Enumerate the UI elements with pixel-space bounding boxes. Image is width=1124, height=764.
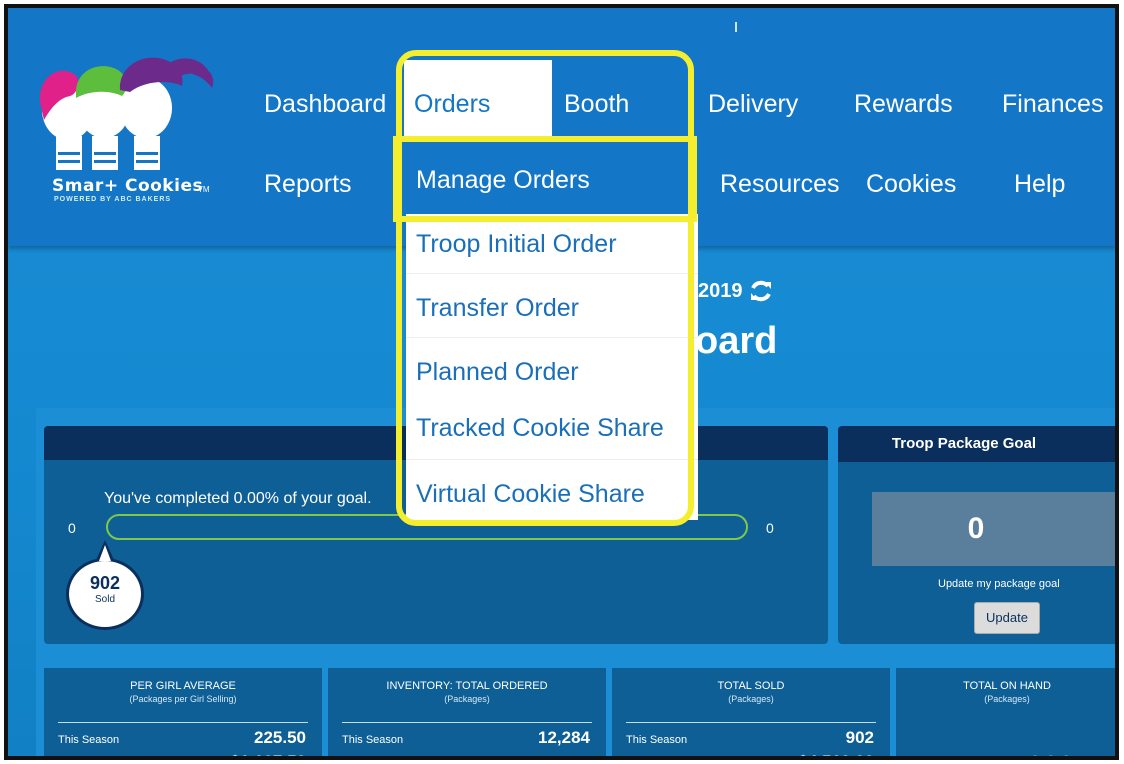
orders-dropdown-menu: Manage Orders Troop Initial Order Transf… (406, 138, 698, 520)
page-title: oard (695, 320, 778, 362)
stat-row-label: This Season (626, 734, 688, 746)
menu-item-planned-order[interactable]: Planned Order (406, 338, 698, 392)
stat-divider (58, 722, 308, 723)
stat-secondary-value: $4,510.00 (798, 752, 874, 756)
menu-item-label: Tracked Cookie Share (416, 414, 664, 442)
nav-finances[interactable]: Finances (1002, 90, 1104, 118)
menu-item-label: Transfer Order (416, 294, 580, 322)
app-frame: Smar+ Cookies TM POWERED BY ABC BAKERS D… (4, 4, 1119, 760)
nav-delivery[interactable]: Delivery (708, 90, 799, 118)
goal-progress-text: You've completed 0.00% of your goal. (104, 490, 372, 507)
nav-dashboard[interactable]: Dashboard (264, 90, 387, 118)
sold-value: 902 (89, 573, 121, 593)
stat-card-total-ordered: INVENTORY: TOTAL ORDERED (Packages) This… (328, 668, 606, 756)
stat-subtitle: (Packages) (984, 694, 1030, 704)
stat-divider (626, 722, 876, 723)
menu-item-label: Manage Orders (416, 166, 590, 194)
stat-card-total-sold: TOTAL SOLD (Packages) This Season 902 $4… (612, 668, 890, 756)
nav-orders-label: Orders (414, 90, 491, 118)
nav-booth-label: Booth (564, 90, 630, 118)
menu-item-troop-initial-order[interactable]: Troop Initial Order (406, 214, 698, 274)
stat-secondary-value: $1,127.50 (230, 752, 306, 756)
stat-row-label: This Season (342, 734, 404, 746)
divider-tick (735, 22, 737, 32)
nav-orders-tab[interactable]: Orders (404, 60, 552, 136)
menu-item-manage-orders[interactable]: Manage Orders (406, 138, 698, 214)
sold-pointer-inner (99, 545, 111, 561)
menu-item-tracked-cookie-share[interactable]: Tracked Cookie Share (406, 392, 698, 460)
nav-cookies[interactable]: Cookies (866, 170, 957, 198)
nav-resources[interactable]: Resources (720, 170, 840, 198)
season-date: 2019 (698, 280, 743, 302)
nav-reports[interactable]: Reports (264, 170, 352, 198)
stat-title: TOTAL ON HAND (963, 680, 1051, 692)
nav-help[interactable]: Help (1014, 170, 1066, 198)
refresh-icon[interactable] (748, 278, 774, 304)
goal-min-value: 0 (68, 520, 76, 536)
stat-card-per-girl: PER GIRL AVERAGE (Packages per Girl Sell… (44, 668, 322, 756)
stat-subtitle: (Packages per Girl Selling) (129, 694, 237, 704)
menu-item-label: Troop Initial Order (416, 230, 617, 258)
stat-row-value: 902 (845, 728, 874, 747)
goal-max-value: 0 (766, 520, 774, 536)
stat-big-value: 11,382 (990, 750, 1074, 756)
menu-item-label: Virtual Cookie Share (416, 480, 645, 508)
logo-wordmark: Smar+ Cookies (52, 176, 204, 196)
menu-item-virtual-cookie-share[interactable]: Virtual Cookie Share (406, 460, 698, 520)
stat-card-on-hand: TOTAL ON HAND (Packages) 11,382 (896, 668, 1115, 756)
stat-title: PER GIRL AVERAGE (130, 680, 236, 692)
sold-label: Sold (94, 594, 115, 605)
package-goal-card: Troop Package Goal 0 Update my package g… (838, 426, 1115, 644)
stat-title: TOTAL SOLD (717, 680, 785, 692)
stat-subtitle: (Packages) (444, 694, 490, 704)
menu-item-transfer-order[interactable]: Transfer Order (406, 274, 698, 338)
nav-booth-tab[interactable]: Booth (552, 60, 698, 136)
stat-subtitle: (Packages) (728, 694, 774, 704)
update-goal-button[interactable]: Update (974, 602, 1040, 634)
menu-item-label: Planned Order (416, 358, 579, 386)
stat-row-value: 225.50 (254, 728, 306, 747)
stat-title: INVENTORY: TOTAL ORDERED (386, 680, 548, 692)
package-goal-value: 0 (872, 492, 1115, 566)
nav-rewards[interactable]: Rewards (854, 90, 953, 118)
sold-bubble: 902 Sold (66, 558, 144, 630)
package-goal-title: Troop Package Goal (838, 426, 1115, 462)
stat-divider (342, 722, 592, 723)
package-goal-update-text: Update my package goal (938, 578, 1060, 590)
smart-cookies-logo[interactable] (30, 50, 245, 210)
stat-row-label: This Season (58, 734, 120, 746)
stat-row-value: 12,284 (538, 728, 590, 747)
logo-tm: TM (198, 185, 210, 194)
logo-tagline: POWERED BY ABC BAKERS (54, 196, 172, 203)
